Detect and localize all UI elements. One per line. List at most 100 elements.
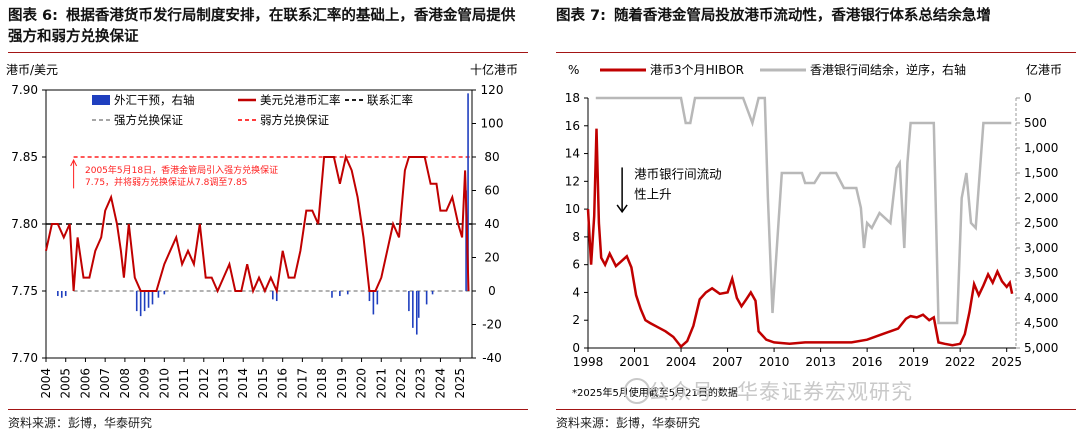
intervention-bar xyxy=(467,93,469,291)
usdhkd-line xyxy=(45,153,470,295)
x-tick-label: 1998 xyxy=(573,355,604,369)
balance-line xyxy=(595,96,1012,325)
intervention-bar xyxy=(64,291,67,297)
y-right-tick-label: 3,000 xyxy=(1024,241,1058,255)
x-tick-label: 2004 xyxy=(39,368,53,399)
x-tick-label: 2007 xyxy=(712,355,743,369)
intervention-bar xyxy=(143,291,146,312)
bottom-rule xyxy=(8,409,528,410)
legend-swatch xyxy=(92,95,110,105)
intervention-bar xyxy=(157,291,160,298)
intervention-bar xyxy=(431,291,434,295)
footnote: *2025年5月使用截至5月21日的数据 xyxy=(572,386,738,399)
intervention-bar xyxy=(376,291,379,305)
intervention-bar xyxy=(275,291,278,302)
y-left-tick-label: 2 xyxy=(572,313,580,327)
x-tick-label: 2014 xyxy=(236,368,250,399)
x-tick-label: 2011 xyxy=(177,368,191,399)
x-tick-label: 2010 xyxy=(759,355,790,369)
y-left-tick-label: 18 xyxy=(565,91,580,105)
wechat-icon xyxy=(624,378,650,404)
legend-label: 美元兑港币汇率 xyxy=(260,93,341,107)
intervention-bar xyxy=(272,291,274,300)
x-tick-label: 2012 xyxy=(197,368,211,399)
y-right-tick-label: 0 xyxy=(488,284,496,298)
source-note: 资料来源：彭博，华泰研究 xyxy=(556,416,701,430)
figure-title: 随着香港金管局投放港币流动性，香港银行体系总结余急增 xyxy=(613,8,991,24)
x-tick-label: 2022 xyxy=(945,355,976,369)
right-axis-unit: 亿港币 xyxy=(1026,62,1062,77)
intervention-bar xyxy=(412,291,414,328)
y-left-tick-label: 16 xyxy=(565,119,580,133)
y-right-tick-label: 1,500 xyxy=(1024,166,1058,180)
intervention-bar xyxy=(408,291,410,312)
intervention-bar xyxy=(139,291,142,317)
x-tick-label: 2004 xyxy=(666,355,697,369)
chart-panel-left: 图表 6: 根据香港货币发行局制度安排，在联系汇率的基础上，香港金管局提供强方和弱… xyxy=(0,0,530,438)
x-tick-label: 2001 xyxy=(619,355,650,369)
y-left-tick-label: 7.80 xyxy=(11,217,38,231)
intervention-bar xyxy=(339,291,341,297)
x-tick-label: 2019 xyxy=(898,355,929,369)
y-right-tick-label: 120 xyxy=(481,83,504,97)
fx-chart: 港币/美元 十亿港币 7.70 7.75 7.80 7.85 7.90 -40 -20 0 20 40… xyxy=(6,62,518,399)
y-left-tick-label: 7.85 xyxy=(11,150,38,164)
bottom-rule xyxy=(556,409,1076,410)
intervention-bar xyxy=(415,291,418,335)
intervention-bar xyxy=(425,291,428,305)
y-left-tick-label: 7.90 xyxy=(11,83,38,97)
source-note: 资料来源：彭博，华泰研究 xyxy=(8,416,153,430)
intervention-bar xyxy=(151,291,154,305)
x-tick-label: 2009 xyxy=(138,368,152,399)
y-right-tick-label: 2,000 xyxy=(1024,191,1058,205)
y-left-tick-label: 7.70 xyxy=(11,351,38,365)
annotation-arrowhead xyxy=(70,158,78,167)
y-right-tick-label: 2,500 xyxy=(1024,216,1058,230)
legend-label: 港币3个月HIBOR xyxy=(650,63,744,77)
chart-title: 图表 7: 随着香港金管局投放港币流动性，香港银行体系总结余急增 xyxy=(556,6,1076,27)
x-tick-label: 2016 xyxy=(852,355,883,369)
y-left-tick-label: 14 xyxy=(565,147,580,161)
y-left-tick-label: 12 xyxy=(565,174,580,188)
y-right-tick-label: 500 xyxy=(1024,116,1047,130)
y-left-tick-label: 8 xyxy=(572,230,580,244)
annotation-text: 7.75，并将弱方兑换保证从7.8调至7.85 xyxy=(85,176,247,188)
y-right-tick-label: 1,000 xyxy=(1024,141,1058,155)
legend-label: 联系汇率 xyxy=(367,93,413,107)
intervention-bar xyxy=(372,291,375,315)
title-rule xyxy=(556,52,1076,53)
hibor-line xyxy=(586,128,1014,349)
annotation-text: 港币银行间流动 xyxy=(634,167,722,182)
x-tick-label: 2018 xyxy=(315,368,329,399)
legend-label: 外汇干预，右轴 xyxy=(114,93,195,107)
y-right-tick-label: 80 xyxy=(484,150,499,164)
y-right-tick-label: 0 xyxy=(1024,91,1032,105)
y-left-tick-label: 4 xyxy=(572,285,580,299)
chart-title: 图表 6: 根据香港货币发行局制度安排，在联系汇率的基础上，香港金管局提供强方和弱… xyxy=(8,6,528,48)
x-tick-label: 2016 xyxy=(276,368,290,399)
intervention-bar xyxy=(163,291,166,295)
y-right-tick-label: 3,500 xyxy=(1024,266,1058,280)
legend-label: 强方兑换保证 xyxy=(114,113,183,127)
annotation-text: 性上升 xyxy=(634,187,672,202)
intervention-bar xyxy=(57,291,59,297)
x-tick-label: 2019 xyxy=(335,368,349,399)
y-right-tick-label: 4,500 xyxy=(1024,316,1058,330)
y-right-tick-label: 100 xyxy=(481,117,504,131)
chart-panel-right: 图表 7: 随着香港金管局投放港币流动性，香港银行体系总结余急增 % 亿港币 0 2 4 6… xyxy=(548,0,1078,438)
x-tick-label: 2006 xyxy=(78,368,92,399)
x-tick-label: 2010 xyxy=(157,368,171,399)
x-tick-label: 2023 xyxy=(414,368,428,399)
annotation-text: 2005年5月18日，香港金管局引入强方兑换保证 xyxy=(85,164,278,176)
intervention-bar xyxy=(331,291,333,298)
x-tick-label: 2021 xyxy=(374,368,388,399)
x-tick-label: 2024 xyxy=(433,368,447,399)
y-right-tick-label: 60 xyxy=(484,184,499,198)
y-right-tick-label: 5,000 xyxy=(1024,341,1058,355)
intervention-bar xyxy=(60,291,63,298)
figure-label: 图表 6: xyxy=(8,8,58,24)
intervention-bar xyxy=(417,291,420,318)
intervention-bar xyxy=(135,291,138,312)
right-axis-unit: 十亿港币 xyxy=(470,62,518,77)
left-axis-unit: % xyxy=(568,63,579,77)
